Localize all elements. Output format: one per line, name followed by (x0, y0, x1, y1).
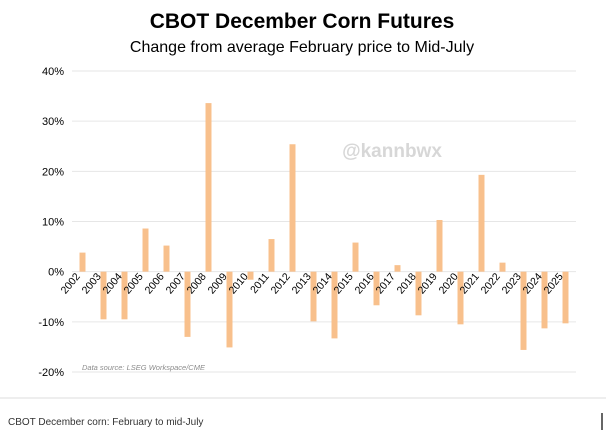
bar-2004 (121, 271, 128, 320)
bar-2009 (226, 271, 233, 348)
caption: CBOT December corn: February to mid-July (8, 417, 203, 428)
x-tick-label: 2018 (395, 271, 419, 297)
source-note: Data source: LSEG Workspace/CME (82, 363, 206, 372)
bar-2006 (163, 245, 170, 272)
bar-2024 (541, 271, 548, 329)
x-tick-label: 2022 (479, 271, 503, 297)
bar-2019 (436, 219, 443, 272)
bar-2025 (562, 271, 569, 324)
bar-2013 (310, 271, 317, 322)
y-tick-label: 20% (42, 166, 64, 178)
x-tick-label: 2009 (206, 271, 230, 297)
bar-2020 (457, 271, 464, 325)
bar-2003 (100, 271, 107, 320)
watermark: @kannbwx (342, 141, 442, 162)
chart-title: CBOT December Corn Futures (150, 10, 455, 33)
x-tick-label: 2020 (437, 271, 461, 297)
x-tick-label: 2012 (269, 271, 293, 297)
x-tick-label: 2016 (353, 271, 377, 297)
y-tick-label: 10% (42, 217, 64, 229)
chart-subtitle: Change from average February price to Mi… (130, 39, 474, 56)
bar-2023 (520, 271, 527, 350)
bars (79, 103, 569, 350)
y-tick-label: -10% (38, 317, 64, 329)
bar-2021 (478, 174, 485, 272)
bar-2017 (394, 265, 401, 272)
y-tick-label: 0% (48, 267, 64, 279)
x-tick-label: 2023 (500, 271, 524, 297)
bar-2012 (289, 144, 296, 272)
bar-2007 (184, 271, 191, 337)
bar-2018 (415, 271, 422, 316)
bar-2015 (352, 242, 359, 272)
bar-2014 (331, 271, 338, 339)
gridlines (72, 70, 576, 373)
bar-2022 (499, 262, 506, 272)
bar-2008 (205, 103, 212, 272)
bar-2016 (373, 271, 380, 306)
x-tick-label: 2007 (164, 271, 188, 297)
bar-2005 (142, 228, 149, 272)
y-tick-label: -20% (38, 367, 64, 379)
x-tick-label: 2013 (290, 271, 314, 297)
y-axis-ticks: -20% -10% 0% 10% 20% 30% 40% (38, 66, 64, 379)
y-tick-label: 30% (42, 116, 64, 128)
y-tick-label: 40% (42, 66, 64, 78)
bar-2010 (247, 271, 254, 280)
x-tick-label: 2003 (80, 271, 104, 297)
bar-2002 (79, 252, 86, 272)
bar-2011 (268, 239, 275, 272)
x-tick-label: 2006 (143, 271, 167, 297)
